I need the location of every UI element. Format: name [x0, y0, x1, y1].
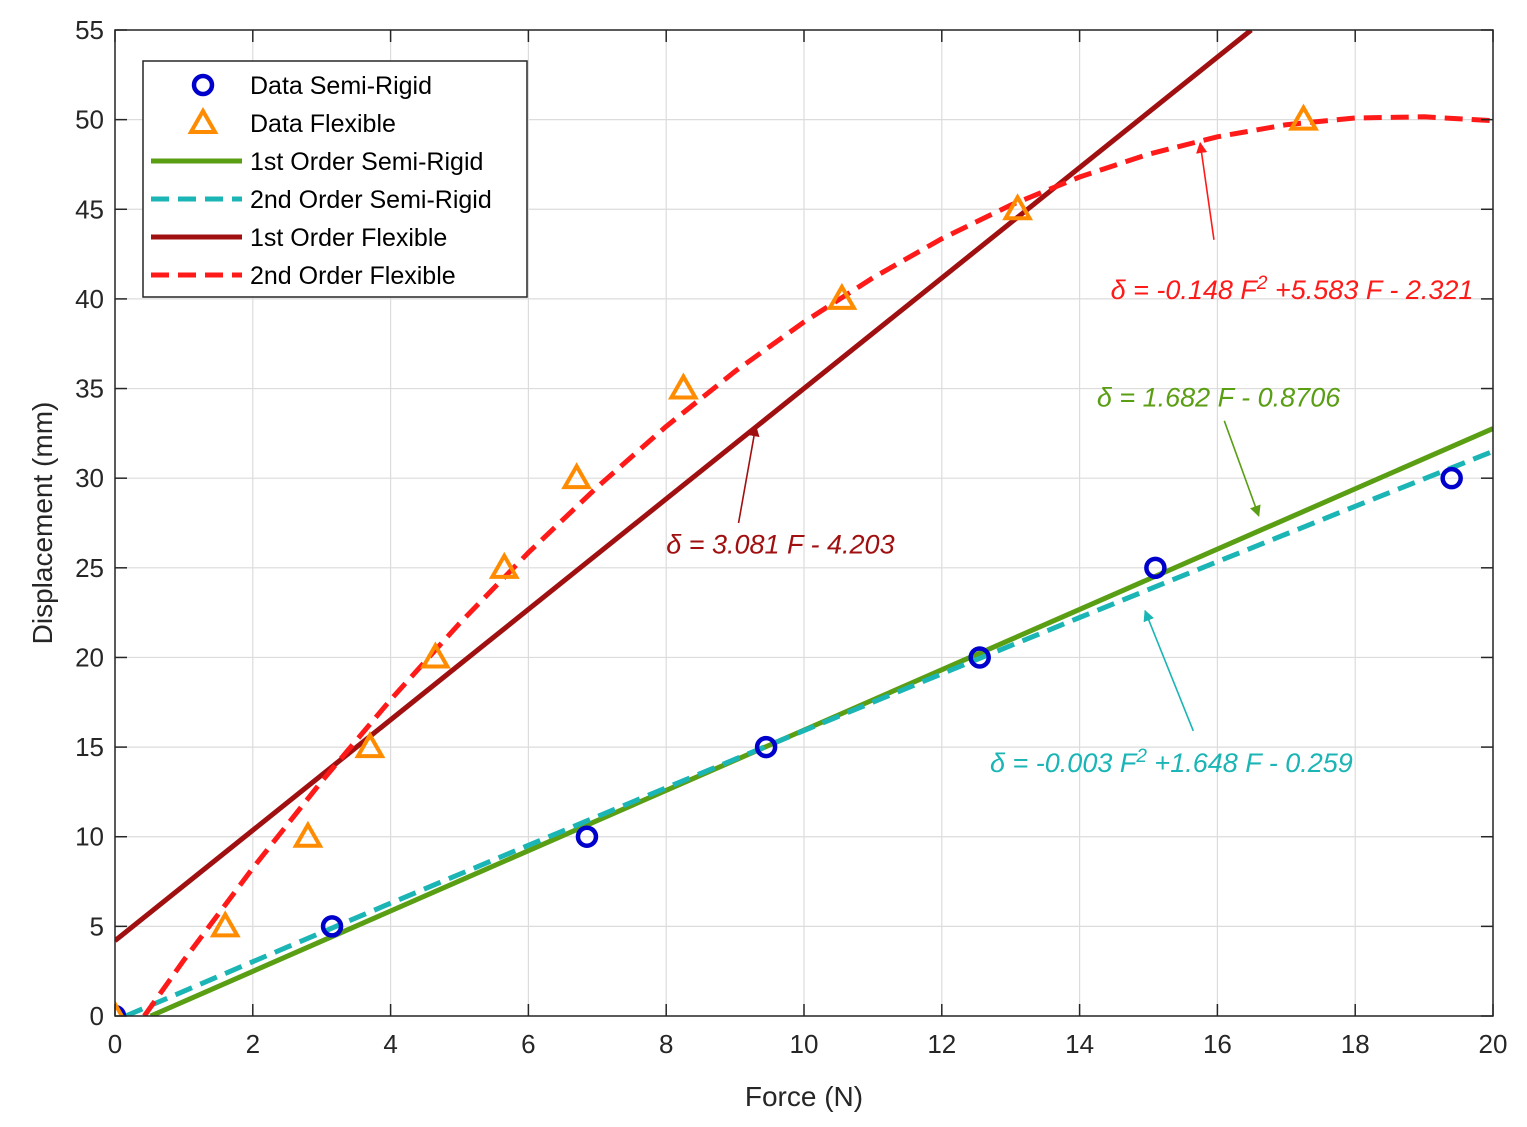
- x-tick-label: 4: [383, 1029, 397, 1059]
- annotation-label: δ = 3.081 F - 4.203: [666, 529, 894, 559]
- legend-box: [142, 60, 528, 298]
- legend-item-1st-order-semi-rigid: 1st Order Semi-Rigid: [151, 148, 483, 176]
- x-tick-label: 18: [1341, 1029, 1370, 1059]
- annotation-label-main: δ = -0.148 F: [1111, 275, 1259, 305]
- legend-item-1st-order-flexible: 1st Order Flexible: [151, 224, 447, 252]
- x-tick-label: 0: [108, 1029, 122, 1059]
- annotation-arrow: [737, 425, 760, 524]
- data-point-data-flexible: [419, 641, 451, 669]
- series-2nd-order-flexible: [142, 114, 1493, 1016]
- data-point-data-flexible: [1002, 193, 1034, 221]
- legend-item-2nd-order-flexible: 2nd Order Flexible: [151, 262, 456, 290]
- data-point-data-semi-rigid: [1440, 466, 1463, 490]
- annotation-label-rest: +5.583 F - 2.321: [1268, 275, 1474, 305]
- x-axis-title: Force (N): [745, 1081, 863, 1112]
- legend-item-data-flexible: Data Flexible: [187, 106, 396, 138]
- legend-label: 1st Order Flexible: [250, 224, 447, 252]
- legend: Data Semi-Rigid Data Flexible 1st Order Se…: [142, 60, 528, 298]
- x-tick-label: 2: [246, 1029, 260, 1059]
- legend-label: Data Flexible: [250, 110, 396, 138]
- annotation-label-rest: +1.648 F - 0.259: [1147, 748, 1353, 778]
- annotation-label-main: δ = 1.682 F - 0.8706: [1097, 382, 1341, 412]
- data-point-data-flexible: [667, 372, 699, 400]
- x-tick-label: 8: [659, 1029, 673, 1059]
- y-tick-label: 0: [90, 1001, 104, 1031]
- plot-series: [115, 30, 1493, 1016]
- series-line-2nd-order-flexible: [142, 114, 1493, 1016]
- annotation-0: δ = -0.148 F2 +5.583 F - 2.321: [1111, 141, 1474, 305]
- series-2nd-order-semi-rigid: [124, 448, 1493, 1016]
- data-point-data-semi-rigid: [754, 735, 778, 759]
- legend-item-data-semi-rigid: Data Semi-Rigid: [191, 72, 432, 100]
- y-tick-label: 50: [75, 105, 104, 135]
- annotation-label-exponent: 2: [1256, 272, 1268, 293]
- legend-label: 2nd Order Semi-Rigid: [250, 186, 492, 214]
- data-point-data-flexible: [209, 910, 241, 938]
- y-tick-label: 10: [75, 822, 104, 852]
- legend-swatch-marker: [191, 73, 215, 97]
- y-axis-ticks: 0 5 10 15 20 25 30 35 40 45 50 55: [75, 15, 1493, 1031]
- y-tick-label: 40: [75, 284, 104, 314]
- y-tick-label: 30: [75, 463, 104, 493]
- legend-swatch-marker: [187, 106, 219, 134]
- annotation-label-exponent: 2: [1135, 746, 1147, 767]
- y-tick-label: 55: [75, 15, 104, 45]
- data-point-data-flexible: [354, 731, 386, 759]
- annotation-3: δ = -0.003 F2 +1.648 F - 0.259: [990, 609, 1353, 779]
- legend-label: Data Semi-Rigid: [250, 72, 432, 100]
- y-tick-label: 45: [75, 194, 104, 224]
- annotation-label: δ = 1.682 F - 0.8706: [1097, 382, 1341, 412]
- series-data-flexible: [115, 103, 1319, 1016]
- y-tick-label: 20: [75, 642, 104, 672]
- series-1st-order-semi-rigid: [149, 426, 1493, 1016]
- x-tick-label: 20: [1479, 1029, 1508, 1059]
- data-point-data-flexible: [292, 820, 324, 848]
- annotation-label: δ = -0.003 F2 +1.648 F - 0.259: [990, 746, 1353, 779]
- annotation-label-main: δ = 3.081 F - 4.203: [666, 529, 894, 559]
- data-point-data-semi-rigid: [575, 825, 599, 848]
- series-data-semi-rigid: [115, 466, 1463, 1016]
- annotation-label-main: δ = -0.003 F: [990, 748, 1138, 778]
- annotation-arrow: [1223, 420, 1261, 517]
- data-point-data-flexible: [115, 999, 125, 1016]
- y-axis-title: Displacement (mm): [27, 402, 58, 645]
- y-tick-label: 5: [90, 911, 104, 941]
- x-tick-label: 12: [927, 1029, 956, 1059]
- y-tick-label: 15: [75, 732, 104, 762]
- data-point-data-flexible: [488, 551, 520, 579]
- legend-item-2nd-order-semi-rigid: 2nd Order Semi-Rigid: [151, 186, 492, 214]
- annotation-arrow: [1143, 609, 1195, 732]
- data-point-data-semi-rigid: [968, 646, 991, 669]
- data-point-data-flexible: [826, 282, 858, 310]
- y-tick-label: 35: [75, 374, 104, 404]
- x-tick-label: 16: [1203, 1029, 1232, 1059]
- legend-label: 2nd Order Flexible: [250, 262, 456, 290]
- annotation-arrow: [1196, 141, 1215, 240]
- y-tick-label: 25: [75, 553, 104, 583]
- annotation-label: δ = -0.148 F2 +5.583 F - 2.321: [1111, 272, 1474, 305]
- series-line-2nd-order-semi-rigid: [124, 448, 1493, 1016]
- legend-label: 1st Order Semi-Rigid: [250, 148, 483, 176]
- data-point-data-flexible: [1288, 103, 1319, 131]
- x-tick-label: 10: [790, 1029, 819, 1059]
- annotation-1: δ = 1.682 F - 0.8706: [1097, 382, 1341, 517]
- annotation-2: δ = 3.081 F - 4.203: [666, 425, 895, 559]
- data-point-data-flexible: [561, 462, 593, 490]
- series-line-1st-order-semi-rigid: [149, 426, 1493, 1016]
- data-point-data-semi-rigid: [320, 915, 344, 938]
- x-tick-label: 6: [521, 1029, 535, 1059]
- data-point-data-semi-rigid: [1144, 556, 1167, 580]
- x-tick-label: 14: [1065, 1029, 1094, 1059]
- x-axis-ticks: 0 2 4 6 8 10 12 14 16 18 20: [108, 30, 1508, 1059]
